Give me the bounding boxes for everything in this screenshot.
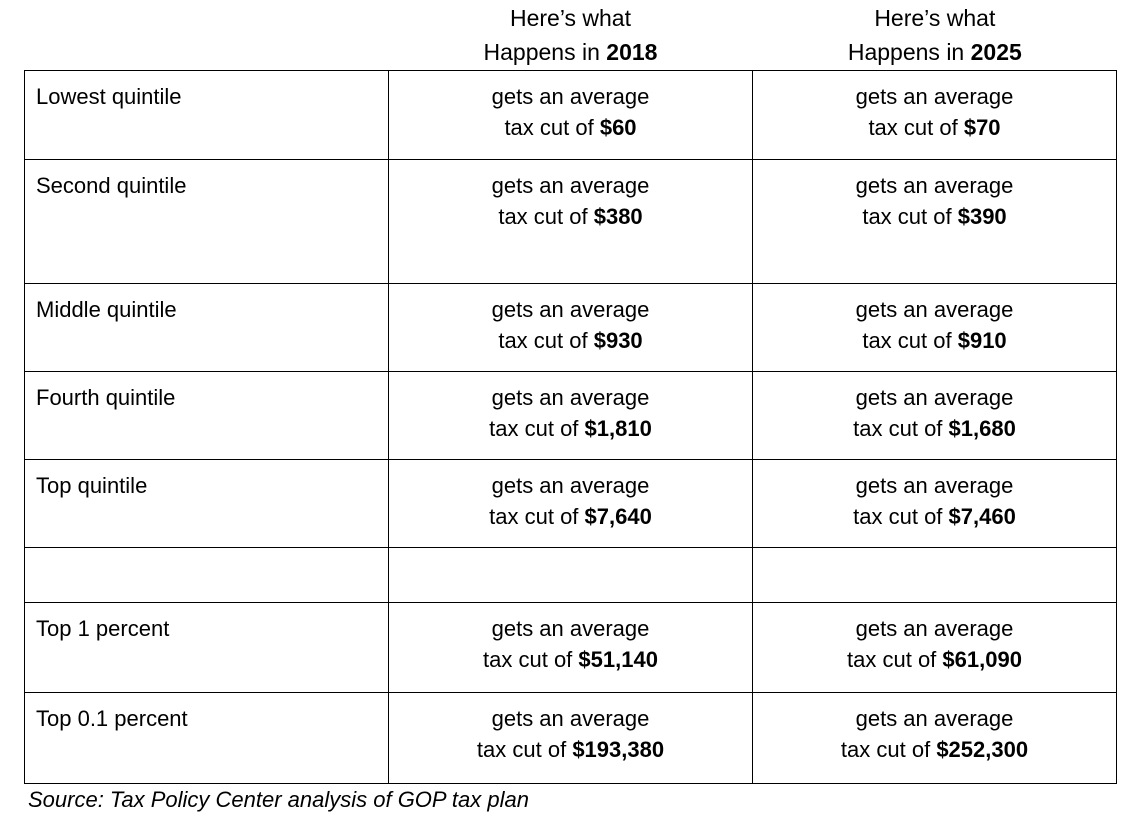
- row-label: Top 1 percent: [24, 602, 389, 693]
- value-cell-2018: gets an average tax cut of $380: [388, 159, 753, 284]
- row-label: Top quintile: [24, 459, 389, 548]
- header-2018-line1: Here’s what: [509, 5, 631, 31]
- value-cell-2018: gets an average tax cut of $51,140: [388, 602, 753, 693]
- amount-2025: $252,300: [936, 737, 1029, 762]
- table-row-spacer: [24, 547, 1117, 603]
- value-cell-2025: gets an average tax cut of $910: [752, 283, 1117, 372]
- amount-2025: $1,680: [948, 416, 1016, 441]
- amount-2018: $930: [593, 328, 643, 353]
- amount-2025: $910: [957, 328, 1007, 353]
- amount-2018: $1,810: [584, 416, 652, 441]
- table-row-top-0-1-percent: Top 0.1 percent gets an average tax cut …: [24, 692, 1117, 784]
- value-cell-2025: gets an average tax cut of $7,460: [752, 459, 1117, 548]
- amount-2018: $51,140: [578, 647, 658, 672]
- source-attribution: Source: Tax Policy Center analysis of GO…: [28, 787, 529, 812]
- amount-2025: $70: [963, 115, 1001, 140]
- empty-cell: [752, 547, 1117, 603]
- value-cell-2025: gets an average tax cut of $61,090: [752, 602, 1117, 693]
- amount-2018: $380: [593, 204, 643, 229]
- value-cell-2018: gets an average tax cut of $7,640: [388, 459, 753, 548]
- table-row-second-quintile: Second quintile gets an average tax cut …: [24, 159, 1117, 284]
- table-row-middle-quintile: Middle quintile gets an average tax cut …: [24, 283, 1117, 372]
- row-label: Lowest quintile: [24, 70, 389, 160]
- value-cell-2018: gets an average tax cut of $1,810: [388, 371, 753, 460]
- value-cell-2025: gets an average tax cut of $1,680: [752, 371, 1117, 460]
- row-label: Middle quintile: [24, 283, 389, 372]
- empty-cell: [388, 547, 753, 603]
- row-label: Fourth quintile: [24, 371, 389, 460]
- row-label: Top 0.1 percent: [24, 692, 389, 784]
- header-2018-line2: Happens in 2018: [483, 39, 658, 65]
- header-spacer: [24, 0, 388, 70]
- value-cell-2018: gets an average tax cut of $60: [388, 70, 753, 160]
- value-cell-2025: gets an average tax cut of $70: [752, 70, 1117, 160]
- value-cell-2025: gets an average tax cut of $390: [752, 159, 1117, 284]
- value-cell-2018: gets an average tax cut of $193,380: [388, 692, 753, 784]
- table-row-lowest-quintile: Lowest quintile gets an average tax cut …: [24, 70, 1117, 160]
- table-row-top-1-percent: Top 1 percent gets an average tax cut of…: [24, 602, 1117, 693]
- empty-cell: [24, 547, 389, 603]
- tax-cut-table: Lowest quintile gets an average tax cut …: [24, 70, 1117, 784]
- amount-2025: $390: [957, 204, 1007, 229]
- row-label: Second quintile: [24, 159, 389, 284]
- amount-2018: $7,640: [584, 504, 652, 529]
- table-header-row: Here’s what Happens in 2018 Here’s what …: [24, 0, 1117, 70]
- header-2025-line1: Here’s what: [874, 5, 996, 31]
- column-header-2018: Here’s what Happens in 2018: [388, 0, 752, 70]
- amount-2025: $7,460: [948, 504, 1016, 529]
- header-2025-line2: Happens in 2025: [847, 39, 1022, 65]
- amount-2018: $60: [599, 115, 637, 140]
- column-header-2025: Here’s what Happens in 2025: [753, 0, 1117, 70]
- value-cell-2018: gets an average tax cut of $930: [388, 283, 753, 372]
- header-year-2018: 2018: [606, 39, 658, 65]
- header-year-2025: 2025: [970, 39, 1022, 65]
- amount-2025: $61,090: [942, 647, 1022, 672]
- amount-2018: $193,380: [572, 737, 665, 762]
- table-row-fourth-quintile: Fourth quintile gets an average tax cut …: [24, 371, 1117, 460]
- table-row-top-quintile: Top quintile gets an average tax cut of …: [24, 459, 1117, 548]
- value-cell-2025: gets an average tax cut of $252,300: [752, 692, 1117, 784]
